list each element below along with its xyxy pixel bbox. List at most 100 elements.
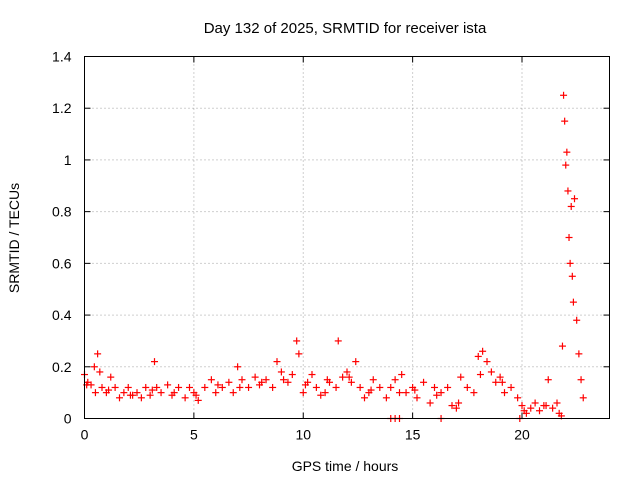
data-point [573, 316, 581, 324]
data-point [91, 389, 99, 397]
data-point [345, 373, 353, 381]
ticks-layer: 0 5 10 15 20 0 0.2 0.4 0.6 0.8 1 1.2 1.4 [52, 49, 610, 443]
data-point [527, 404, 535, 412]
data-point [398, 371, 406, 379]
data-point [396, 389, 403, 397]
data-point [293, 337, 301, 345]
data-point [347, 378, 355, 386]
data-point [321, 389, 329, 397]
x-tick-label: 5 [190, 427, 198, 443]
data-point [251, 373, 259, 381]
data-point [234, 363, 242, 371]
x-tick-label: 0 [81, 427, 89, 443]
data-point [245, 383, 253, 391]
data-point [496, 373, 504, 381]
data-point [133, 389, 141, 397]
y-tick-label: 0 [64, 411, 72, 427]
x-axis-label: GPS time / hours [292, 458, 399, 474]
y-tick-label: 0.8 [52, 204, 72, 220]
data-point [498, 378, 506, 386]
y-tick-label: 1.2 [52, 100, 72, 116]
data-point [476, 371, 484, 379]
data-point [225, 378, 233, 386]
data-point [98, 383, 106, 391]
data-point [90, 363, 98, 371]
data-point [157, 389, 165, 397]
data-point [137, 394, 145, 402]
data-point [186, 383, 193, 391]
x-tick-label: 15 [405, 427, 421, 443]
data-point [571, 195, 578, 203]
data-point [229, 389, 237, 397]
data-point [549, 404, 557, 412]
data-point [542, 402, 550, 410]
data-point [426, 399, 434, 407]
data-point [273, 358, 281, 366]
data-point [463, 383, 471, 391]
data-point [391, 376, 399, 384]
data-point [295, 350, 303, 358]
data-point [343, 368, 351, 376]
y-tick-label: 0.6 [52, 255, 72, 271]
data-point [96, 368, 104, 376]
data-point [153, 383, 161, 391]
data-point [567, 202, 575, 210]
data-point [258, 378, 266, 386]
chart-title: Day 132 of 2025, SRMTID for receiver ist… [204, 20, 487, 37]
data-point [262, 376, 270, 384]
data-point [501, 389, 508, 397]
data-point [284, 378, 292, 386]
data-point [452, 404, 460, 412]
data-point [308, 371, 316, 379]
data-point [455, 399, 463, 407]
data-point [431, 383, 438, 391]
data-point [288, 371, 296, 379]
data-point [214, 381, 222, 389]
data-point [361, 394, 368, 402]
data-point [212, 389, 220, 397]
data-point [553, 399, 561, 407]
data-point [367, 386, 375, 394]
data-point [301, 381, 309, 389]
data-point [94, 350, 102, 358]
data-point [280, 376, 288, 384]
data-point [317, 391, 325, 399]
points-layer [81, 91, 587, 422]
data-point [413, 394, 421, 402]
data-point [579, 394, 587, 402]
data-point [569, 298, 577, 306]
grid-layer [84, 56, 610, 419]
data-point [323, 376, 331, 384]
data-point [558, 342, 566, 350]
data-point [142, 383, 150, 391]
data-point [236, 383, 244, 391]
data-point [151, 358, 158, 366]
data-point [218, 383, 226, 391]
data-point [352, 358, 360, 366]
data-point [437, 389, 445, 397]
y-tick-label: 0.4 [52, 307, 72, 323]
data-point [332, 383, 340, 391]
data-point [105, 386, 113, 394]
data-point [457, 373, 465, 381]
data-point [483, 358, 491, 366]
y-tick-label: 1 [64, 152, 72, 168]
data-point [201, 383, 209, 391]
data-point [312, 383, 320, 391]
data-point [577, 376, 585, 384]
data-point [170, 389, 178, 397]
data-point [470, 389, 478, 397]
data-point [544, 376, 552, 384]
data-point [487, 368, 495, 376]
data-point [536, 407, 543, 415]
data-point [124, 383, 132, 391]
data-point [126, 391, 134, 399]
data-point [564, 187, 572, 195]
data-point [116, 394, 123, 402]
data-point [575, 350, 583, 358]
data-point [565, 234, 573, 241]
data-point [194, 396, 202, 404]
data-point [561, 117, 569, 125]
data-point [520, 407, 528, 415]
data-point [107, 373, 115, 381]
